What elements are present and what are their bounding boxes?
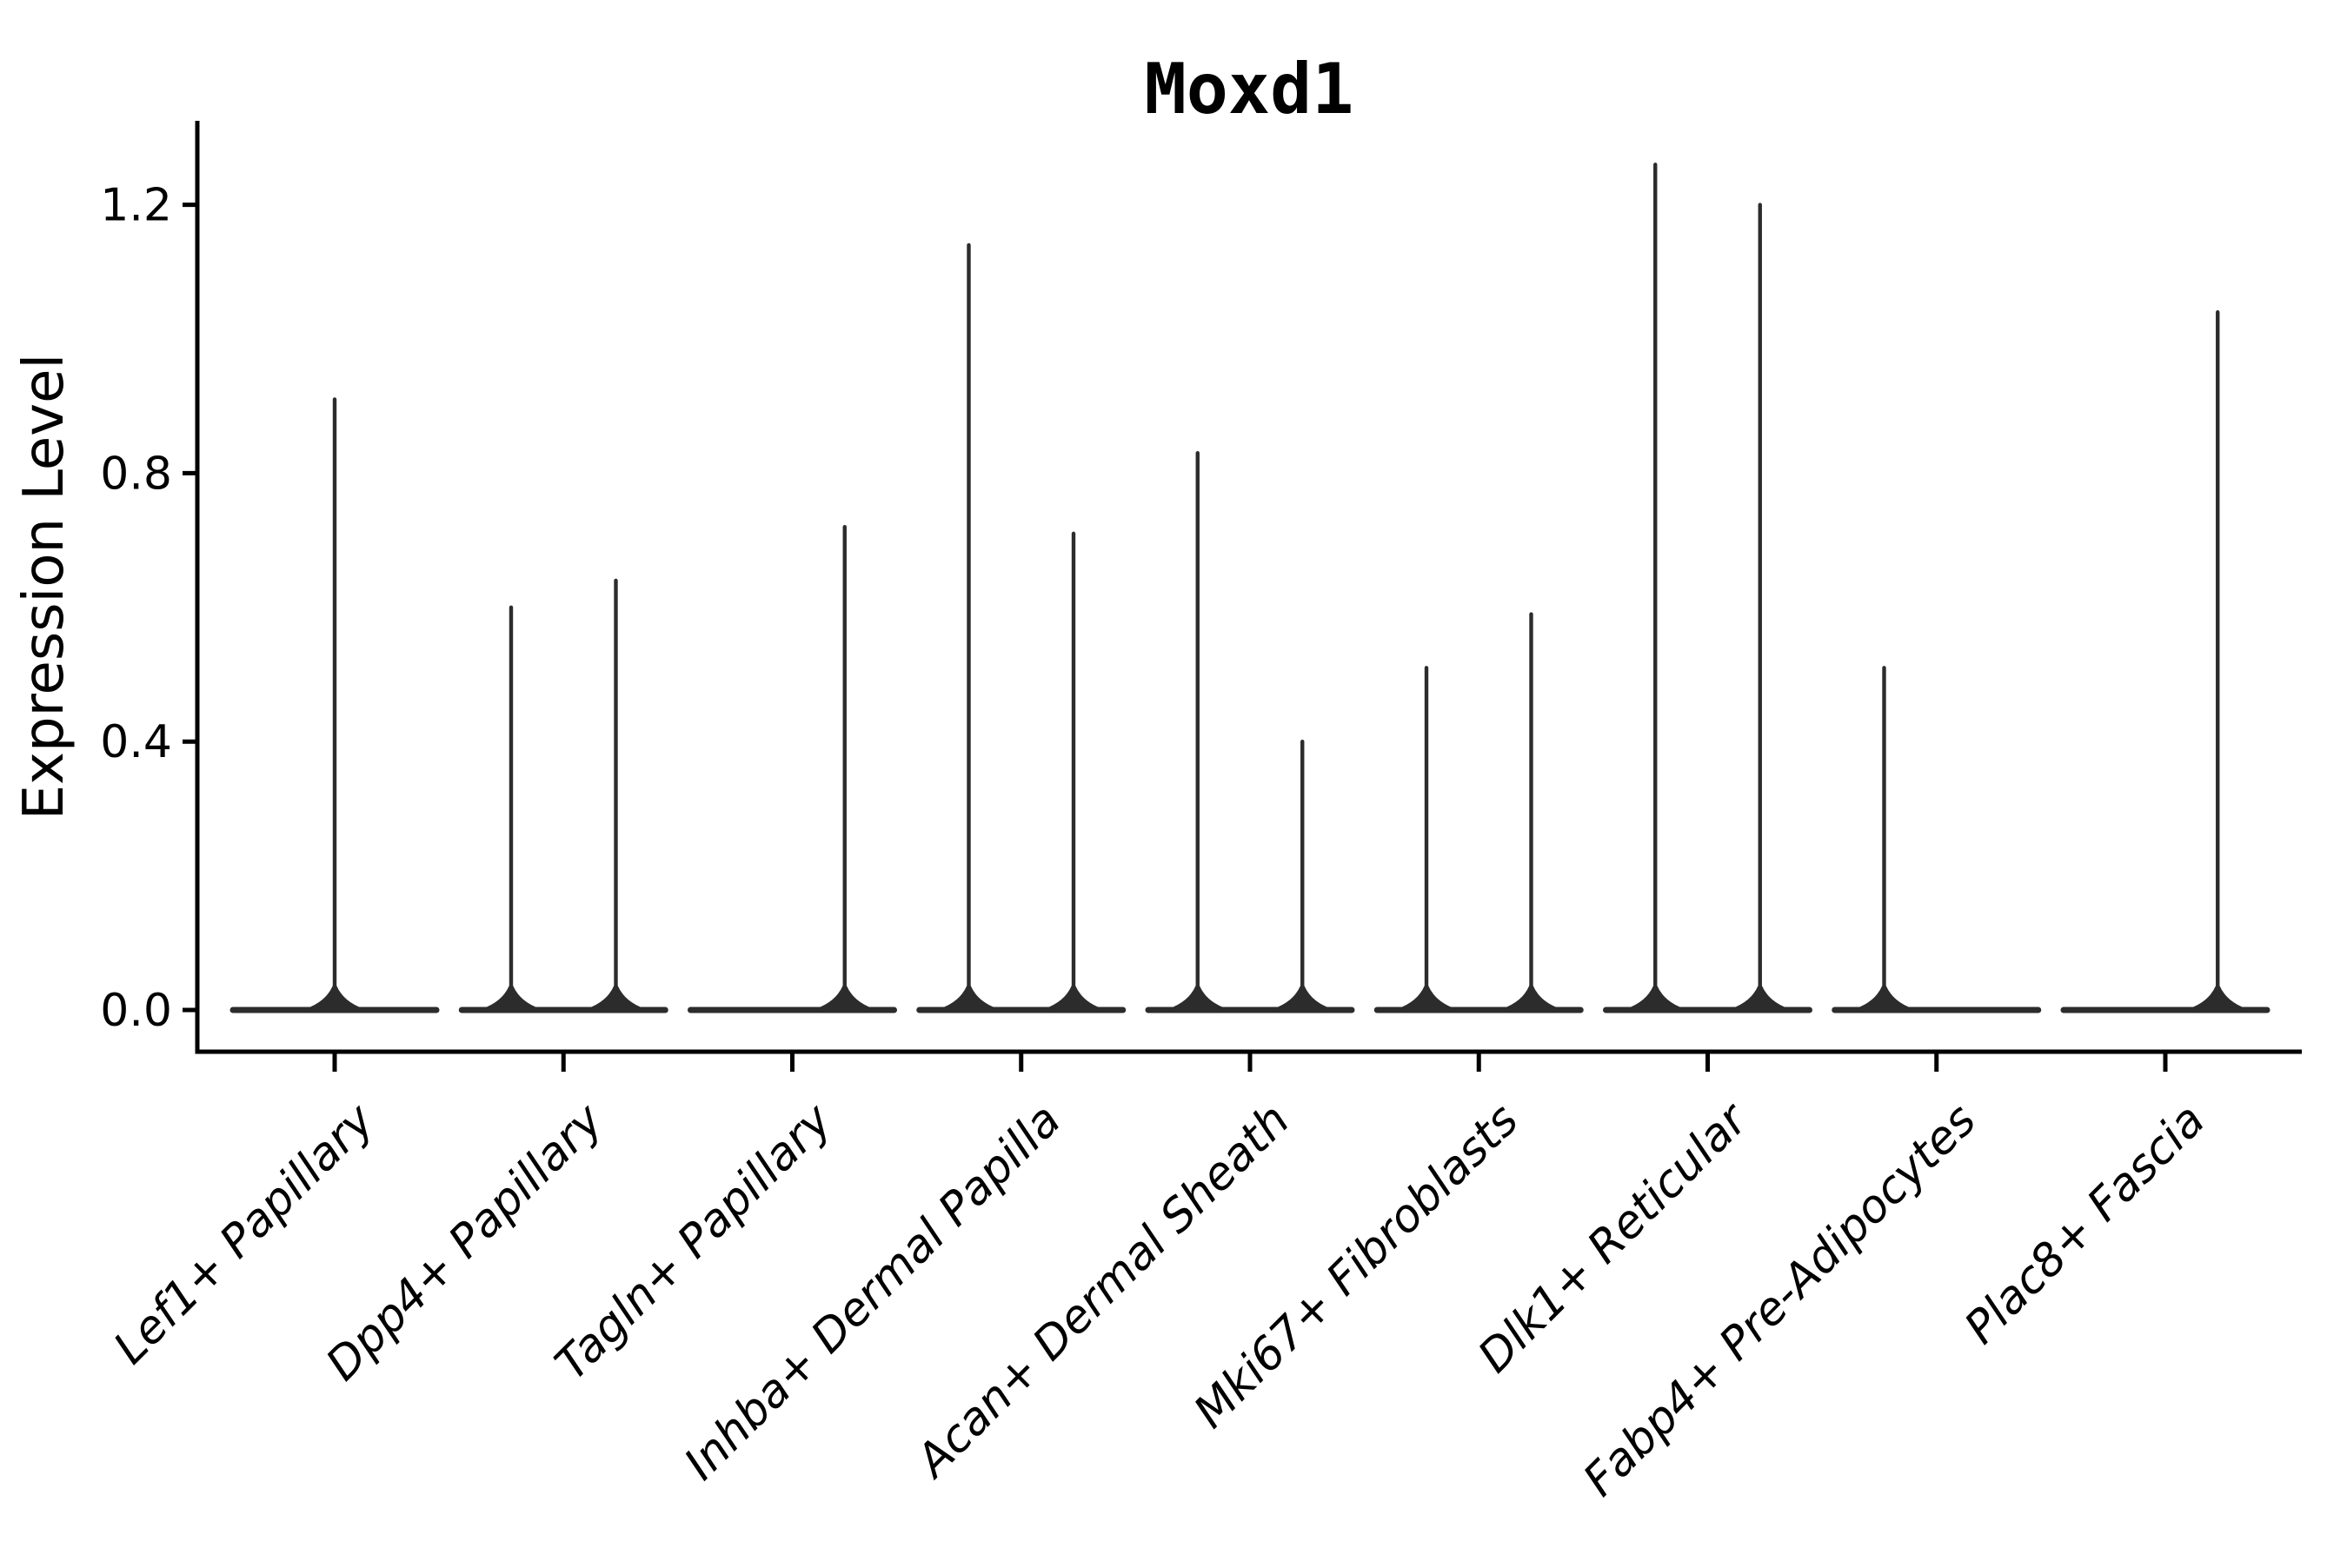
plot-title: Moxd1 <box>1145 49 1354 130</box>
y-tick-label: 0.8 <box>100 448 172 500</box>
y-tick-label: 1.2 <box>100 180 172 232</box>
y-tick-label: 0.4 <box>100 716 172 768</box>
x-tick-label: Fabp4+ Pre-Adipocytes <box>1573 1094 1986 1507</box>
y-axis-label: Expression Level <box>12 354 76 821</box>
violin <box>2060 309 2271 1013</box>
violins-group <box>229 163 2271 1013</box>
violin <box>1145 451 1355 1013</box>
x-tick-label: Inhba+ Dermal Papilla <box>675 1094 1071 1491</box>
violin <box>1832 666 2042 1013</box>
violin <box>229 397 440 1013</box>
x-tick-label: Plac8+ Fascia <box>1955 1094 2215 1354</box>
violin <box>458 578 668 1013</box>
x-tick-label: Acan+ Dermal Sheath <box>905 1094 1300 1489</box>
y-tick-label: 0.0 <box>100 985 172 1037</box>
violin <box>1603 163 1812 1013</box>
y-axis-ticks: 0.0 0.4 0.8 1.2 <box>100 180 197 1037</box>
violin <box>916 243 1127 1013</box>
violin <box>1373 612 1584 1013</box>
violin <box>688 524 897 1013</box>
